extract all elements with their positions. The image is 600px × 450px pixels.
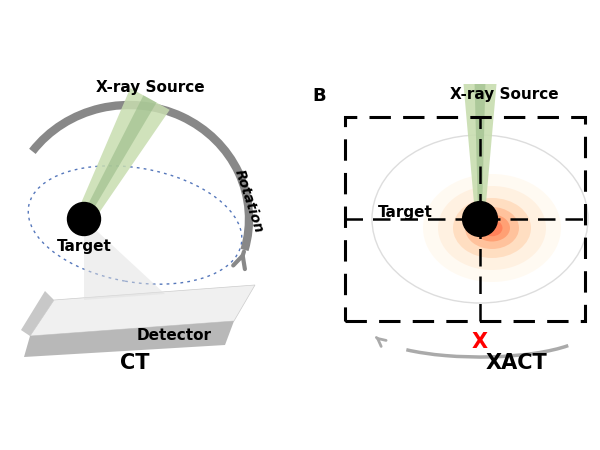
Text: B: B: [312, 87, 326, 105]
Polygon shape: [30, 285, 255, 336]
Text: Rotation: Rotation: [232, 167, 266, 234]
Text: CT: CT: [120, 353, 150, 373]
Ellipse shape: [465, 207, 519, 249]
Circle shape: [68, 202, 101, 235]
Circle shape: [463, 202, 497, 236]
Polygon shape: [24, 321, 234, 357]
Text: Target: Target: [56, 238, 112, 253]
Ellipse shape: [423, 174, 561, 282]
Ellipse shape: [482, 220, 503, 236]
Ellipse shape: [474, 215, 510, 242]
Polygon shape: [84, 219, 165, 300]
Text: Detector: Detector: [137, 328, 212, 343]
Ellipse shape: [453, 198, 531, 258]
Ellipse shape: [438, 186, 546, 270]
Text: Target: Target: [377, 206, 433, 220]
Polygon shape: [76, 88, 170, 223]
Polygon shape: [475, 84, 485, 210]
Ellipse shape: [372, 135, 588, 303]
Text: X-ray Source: X-ray Source: [449, 87, 559, 102]
Polygon shape: [82, 95, 157, 220]
Polygon shape: [464, 84, 497, 210]
Text: XACT: XACT: [485, 353, 547, 373]
Polygon shape: [21, 291, 54, 336]
Text: X: X: [472, 332, 488, 352]
Text: X-ray Source: X-ray Source: [95, 80, 205, 94]
